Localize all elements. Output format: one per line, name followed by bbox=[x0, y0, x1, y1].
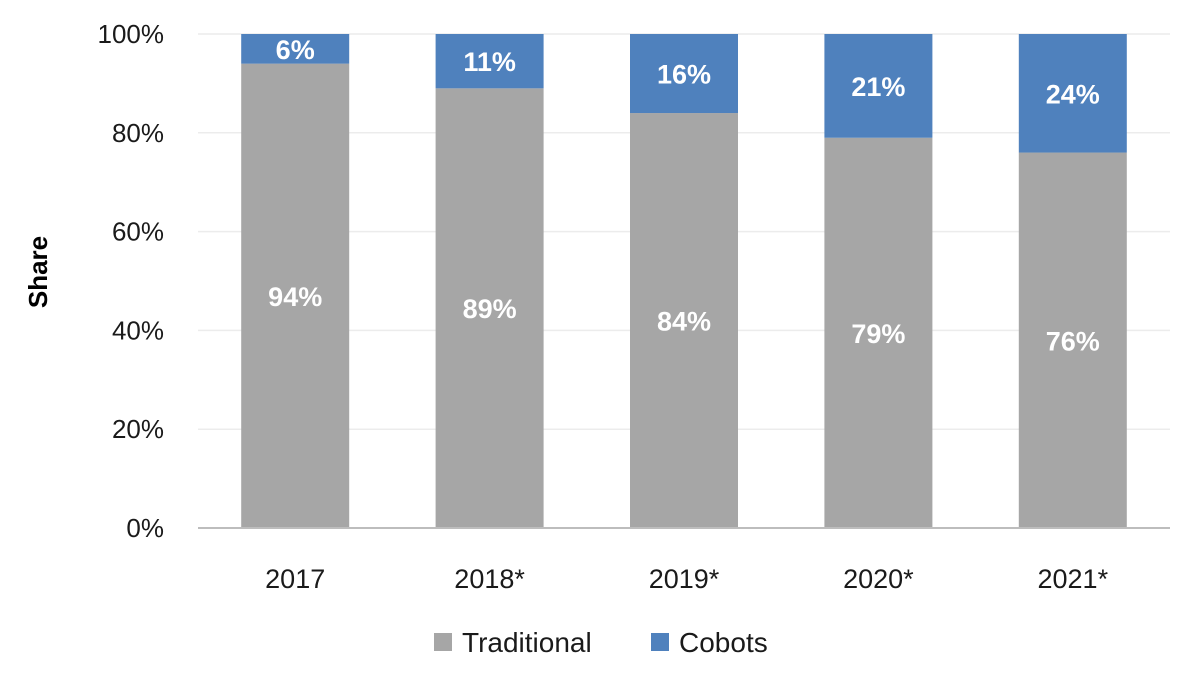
bar-cobots-2019 bbox=[630, 34, 738, 114]
x-tick-label: 2018* bbox=[454, 564, 525, 594]
bar-cobots-2018 bbox=[435, 34, 544, 89]
y-tick-label: 100% bbox=[98, 19, 165, 49]
bar-traditional-2017 bbox=[241, 63, 350, 528]
legend-swatch-cobots bbox=[651, 633, 669, 651]
bar-traditional-2021 bbox=[1018, 152, 1127, 528]
bar-traditional-2019 bbox=[630, 113, 738, 528]
bar-cobots-2017 bbox=[241, 34, 350, 64]
bar-traditional-2020 bbox=[824, 137, 933, 529]
legend-label-cobots: Cobots bbox=[679, 627, 768, 658]
data-label: 16% bbox=[657, 60, 711, 90]
x-axis: 2017 2018* 2019* 2020* 2021* bbox=[198, 527, 1170, 594]
y-tick-label: 80% bbox=[112, 118, 164, 148]
legend: Traditional Cobots bbox=[434, 627, 768, 658]
bars bbox=[241, 34, 1127, 529]
y-tick-label: 0% bbox=[126, 513, 164, 543]
bar-cobots-2020 bbox=[824, 34, 933, 138]
y-axis: 0% 20% 40% 60% 80% 100% bbox=[98, 19, 165, 543]
data-label: 79% bbox=[851, 319, 905, 349]
x-tick-label: 2021* bbox=[1038, 564, 1109, 594]
data-labels: 94% 6% 89% 11% 84% 16% 79% 21% 76% 24% bbox=[268, 35, 1100, 356]
legend-swatch-traditional bbox=[434, 633, 452, 651]
y-axis-title: Share bbox=[23, 236, 53, 308]
bar-cobots-2021 bbox=[1018, 34, 1127, 153]
data-label: 11% bbox=[463, 47, 516, 77]
data-label: 6% bbox=[276, 35, 315, 65]
x-tick-label: 2020* bbox=[843, 564, 914, 594]
y-tick-label: 60% bbox=[112, 217, 164, 247]
data-label: 89% bbox=[463, 294, 517, 324]
y-tick-label: 20% bbox=[112, 414, 164, 444]
data-label: 94% bbox=[268, 282, 322, 312]
bar-traditional-2018 bbox=[435, 88, 544, 528]
x-tick-label: 2017 bbox=[265, 564, 325, 594]
data-label: 84% bbox=[657, 307, 711, 337]
y-tick-label: 40% bbox=[112, 315, 164, 345]
data-label: 24% bbox=[1046, 79, 1100, 109]
legend-label-traditional: Traditional bbox=[462, 627, 592, 658]
data-label: 76% bbox=[1046, 326, 1100, 356]
data-label: 21% bbox=[851, 72, 905, 102]
x-tick-label: 2019* bbox=[649, 564, 720, 594]
